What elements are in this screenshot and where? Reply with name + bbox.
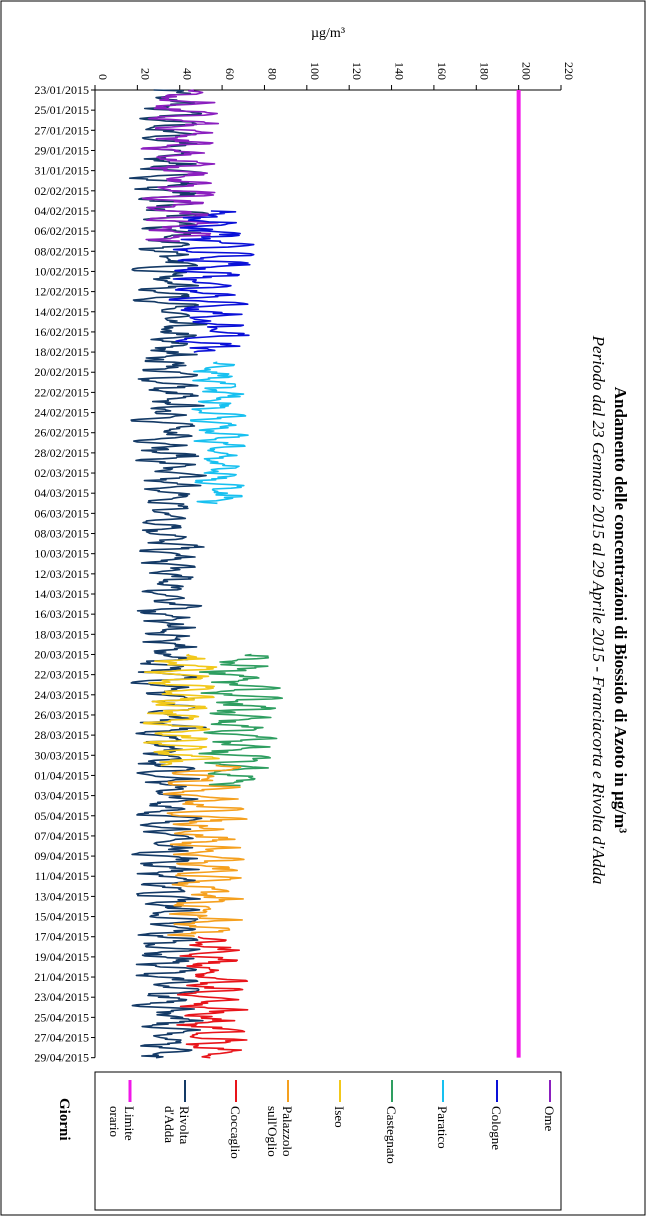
date-tick-label: 25/01/2015 xyxy=(34,103,89,117)
date-tick-label: 22/03/2015 xyxy=(34,668,89,682)
date-tick-label: 23/01/2015 xyxy=(34,83,89,97)
date-tick-label: 11/04/2015 xyxy=(35,869,89,883)
legend-label: Castegnato xyxy=(384,1106,399,1164)
legend-label: sull'Oglio xyxy=(265,1106,280,1157)
legend: Ome Cologne Paratico Castegnato Iseo Palazzol… xyxy=(94,1071,562,1211)
date-tick-label: 31/01/2015 xyxy=(34,164,89,178)
value-tick-label: 140 xyxy=(393,62,407,80)
value-tick-label: 160 xyxy=(435,62,449,80)
date-tick-label: 02/02/2015 xyxy=(34,184,89,198)
date-tick-label: 27/04/2015 xyxy=(34,1031,89,1045)
value-tick-label: 180 xyxy=(477,62,491,80)
date-tick-label: 29/01/2015 xyxy=(34,143,89,157)
date-tick-label: 27/01/2015 xyxy=(34,123,89,137)
date-tick-label: 15/04/2015 xyxy=(34,910,89,924)
date-tick-label: 24/02/2015 xyxy=(34,406,89,420)
date-tick-label: 05/04/2015 xyxy=(34,809,89,823)
date-tick-label: 08/02/2015 xyxy=(34,244,89,258)
title-block: Andamento delle concentrazioni di Biossi… xyxy=(589,335,630,885)
series-line-palazzolo-sull-oglio xyxy=(162,764,248,938)
date-tick-label: 19/04/2015 xyxy=(34,950,89,964)
legend-label: Iseo xyxy=(332,1106,347,1128)
date-tick-label: 17/04/2015 xyxy=(34,930,89,944)
date-tick-label: 21/04/2015 xyxy=(34,970,89,984)
date-tick-label: 02/03/2015 xyxy=(34,466,89,480)
legend-label: Limite xyxy=(122,1106,137,1141)
date-tick-label: 04/02/2015 xyxy=(34,204,89,218)
date-tick-label: 18/03/2015 xyxy=(34,627,89,641)
date-tick-label: 29/04/2015 xyxy=(34,1051,89,1065)
legend-box xyxy=(94,1071,562,1211)
date-tick-label: 06/03/2015 xyxy=(34,506,89,520)
series-line-paratico xyxy=(189,361,249,505)
date-tick-label: 12/02/2015 xyxy=(34,285,89,299)
value-tick-label: 0 xyxy=(96,74,110,80)
legend-label: Paratico xyxy=(435,1106,450,1149)
date-tick-label: 07/04/2015 xyxy=(34,829,89,843)
date-tick-label: 20/03/2015 xyxy=(34,647,89,661)
x-axis-label: Giorni xyxy=(56,1098,72,1141)
date-tick-label: 28/03/2015 xyxy=(34,728,89,742)
chart-title: Andamento delle concentrazioni di Biossi… xyxy=(611,387,630,834)
date-tick-label: 03/04/2015 xyxy=(34,789,89,803)
legend-label: Cologne xyxy=(489,1106,504,1150)
date-tick-label: 23/04/2015 xyxy=(34,990,89,1004)
date-tick-label: 13/04/2015 xyxy=(34,889,89,903)
legend-label: orario xyxy=(107,1106,122,1137)
date-tick-label: 30/03/2015 xyxy=(34,748,89,762)
value-tick-label: 20 xyxy=(138,68,152,80)
value-tick-label: 120 xyxy=(350,62,364,80)
date-tick-label: 25/04/2015 xyxy=(34,1010,89,1024)
value-tick-label: 60 xyxy=(223,68,237,80)
date-axis: 23/01/2015 25/01/2015 27/01/2015 29/01/2015… xyxy=(34,83,96,1065)
value-tick-label: 220 xyxy=(562,62,576,80)
date-tick-label: 22/02/2015 xyxy=(34,385,89,399)
date-tick-label: 28/02/2015 xyxy=(34,446,89,460)
date-tick-label: 26/02/2015 xyxy=(34,426,89,440)
series-line-ome xyxy=(140,89,220,242)
date-tick-label: 04/03/2015 xyxy=(34,486,89,500)
legend-label: Rivolta xyxy=(177,1106,192,1145)
date-tick-label: 18/02/2015 xyxy=(34,345,89,359)
series-layer xyxy=(128,89,521,1059)
date-tick-label: 12/03/2015 xyxy=(34,567,89,581)
value-tick-label: 40 xyxy=(181,68,195,80)
legend-label: Ome xyxy=(542,1106,557,1132)
legend-label: Palazzolo xyxy=(280,1106,295,1157)
date-tick-label: 09/04/2015 xyxy=(34,849,89,863)
value-tick-label: 100 xyxy=(308,62,322,80)
y-axis-label: µg/m³ xyxy=(311,26,345,41)
date-tick-label: 20/02/2015 xyxy=(34,365,89,379)
date-tick-label: 10/03/2015 xyxy=(34,547,89,561)
date-tick-label: 08/03/2015 xyxy=(34,527,89,541)
series-line-castegnato xyxy=(198,653,284,787)
date-tick-label: 14/03/2015 xyxy=(34,587,89,601)
date-tick-label: 01/04/2015 xyxy=(34,768,89,782)
value-tick-label: 80 xyxy=(265,68,279,80)
value-tick-label: 200 xyxy=(520,62,534,80)
series-line-rivolta-d-adda xyxy=(128,89,209,1059)
legend-label: d'Adda xyxy=(162,1106,177,1143)
series-line-iseo xyxy=(142,653,220,767)
date-tick-label: 14/02/2015 xyxy=(34,305,89,319)
date-tick-label: 26/03/2015 xyxy=(34,708,89,722)
chart-subtitle: Periodo dal 23 Gennaio 2015 al 29 Aprile… xyxy=(589,335,608,885)
date-tick-label: 24/03/2015 xyxy=(34,688,89,702)
value-axis: 0 20 40 60 80 100 120 140 160 180 200 220 xyxy=(94,62,576,91)
date-tick-label: 16/02/2015 xyxy=(34,325,89,339)
date-tick-label: 06/02/2015 xyxy=(34,224,89,238)
series-line-cologne xyxy=(168,210,255,353)
date-tick-label: 10/02/2015 xyxy=(34,264,89,278)
date-tick-label: 16/03/2015 xyxy=(34,607,89,621)
series-line-coccaglio xyxy=(176,935,249,1059)
legend-label: Coccaglio xyxy=(228,1106,243,1159)
